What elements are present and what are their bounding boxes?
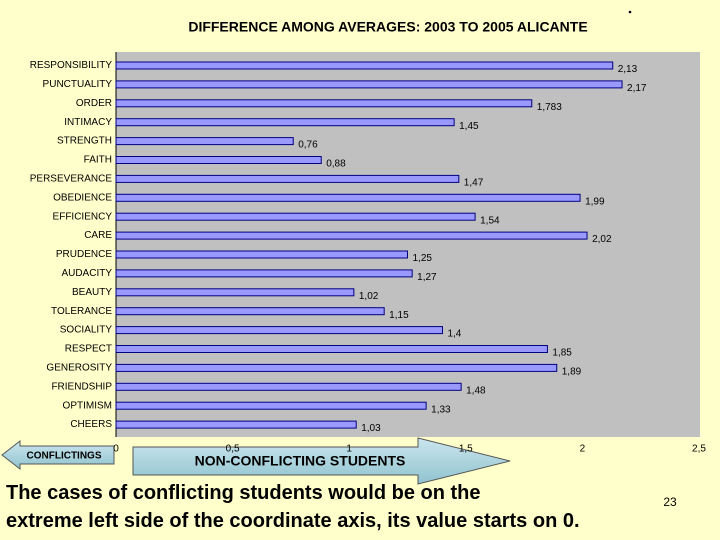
- x-tick-label: 2: [580, 444, 586, 455]
- category-label: PERSEVERANCE: [30, 174, 113, 185]
- value-label: 2,13: [618, 64, 638, 75]
- bar: [115, 156, 322, 164]
- bar: [115, 61, 614, 70]
- bar: [115, 345, 548, 353]
- category-label: GENEROSITY: [46, 363, 112, 374]
- value-label: 1,15: [389, 310, 409, 321]
- bar: [115, 250, 408, 259]
- category-label: INTIMACY: [64, 117, 112, 128]
- category-label: OBEDIENCE: [53, 192, 112, 203]
- bar: [115, 99, 533, 108]
- value-label: 1,85: [552, 348, 572, 359]
- value-label: 1,45: [459, 121, 479, 132]
- right-arrow: [132, 437, 511, 485]
- left-arrow-label: CONFLICTINGS: [27, 451, 102, 462]
- category-label: STRENGTH: [57, 136, 112, 147]
- dot: [628, 10, 632, 14]
- bar: [115, 174, 460, 183]
- plot-area: [116, 52, 700, 437]
- bar: [115, 401, 427, 410]
- category-label: ORDER: [76, 98, 112, 109]
- x-tick-label: 0: [113, 444, 119, 455]
- bar: [115, 118, 455, 127]
- value-label: 0,76: [298, 140, 318, 151]
- category-label: PUNCTUALITY: [43, 79, 113, 90]
- category-label: RESPECT: [65, 344, 112, 355]
- bar: [115, 193, 581, 202]
- x-tick-label: 2,5: [692, 444, 706, 455]
- category-label: TOLERANCE: [51, 306, 112, 317]
- bar: [115, 326, 443, 335]
- bar: [115, 382, 462, 391]
- value-label: 1,4: [447, 329, 461, 340]
- category-label: RESPONSIBILITY: [30, 60, 113, 71]
- bar: [115, 363, 558, 372]
- category-label: OPTIMISM: [63, 400, 112, 411]
- category-label: BEAUTY: [72, 287, 112, 298]
- x-tick-label: 1,5: [459, 444, 473, 455]
- category-label: CHEERS: [70, 419, 112, 430]
- value-label: 1,02: [359, 291, 379, 302]
- category-label: EFFICIENCY: [53, 211, 113, 222]
- bar: [115, 137, 294, 146]
- caption-line: The cases of conflicting students would …: [6, 482, 481, 504]
- bar: [115, 420, 357, 429]
- bar: [115, 269, 413, 278]
- bar: [115, 212, 476, 221]
- category-label: PRUDENCE: [56, 249, 112, 260]
- category-label: AUDACITY: [61, 268, 112, 279]
- bar: [115, 80, 623, 89]
- category-label: FAITH: [84, 155, 112, 166]
- left-arrow: [1, 439, 115, 471]
- value-label: 1,89: [562, 367, 582, 378]
- bar: [115, 307, 385, 316]
- value-label: 1,47: [464, 178, 484, 189]
- value-label: 1,25: [413, 253, 433, 264]
- value-label: 0,88: [326, 159, 346, 170]
- value-label: 1,27: [417, 272, 437, 283]
- x-tick-label: 1: [346, 444, 352, 455]
- category-label: SOCIALITY: [60, 325, 113, 336]
- value-label: 1,54: [480, 215, 500, 226]
- caption-line: extreme left side of the coordinate axis…: [6, 510, 580, 532]
- value-label: 1,33: [431, 404, 451, 415]
- page-number: 23: [663, 495, 677, 509]
- x-tick-label: 0,5: [226, 444, 240, 455]
- bar: [115, 288, 355, 297]
- bar: [115, 231, 588, 240]
- chart-title: DIFFERENCE AMONG AVERAGES: 2003 TO 2005 …: [188, 19, 587, 35]
- value-label: 2,02: [592, 234, 612, 245]
- value-label: 1,48: [466, 385, 486, 396]
- value-label: 1,783: [537, 102, 562, 113]
- right-arrow-label: NON-CONFLICTING STUDENTS: [195, 453, 406, 469]
- value-label: 2,17: [627, 83, 647, 94]
- category-label: FRIENDSHIP: [51, 381, 112, 392]
- value-label: 1,03: [361, 423, 381, 434]
- category-label: CARE: [84, 230, 112, 241]
- value-label: 1,99: [585, 196, 605, 207]
